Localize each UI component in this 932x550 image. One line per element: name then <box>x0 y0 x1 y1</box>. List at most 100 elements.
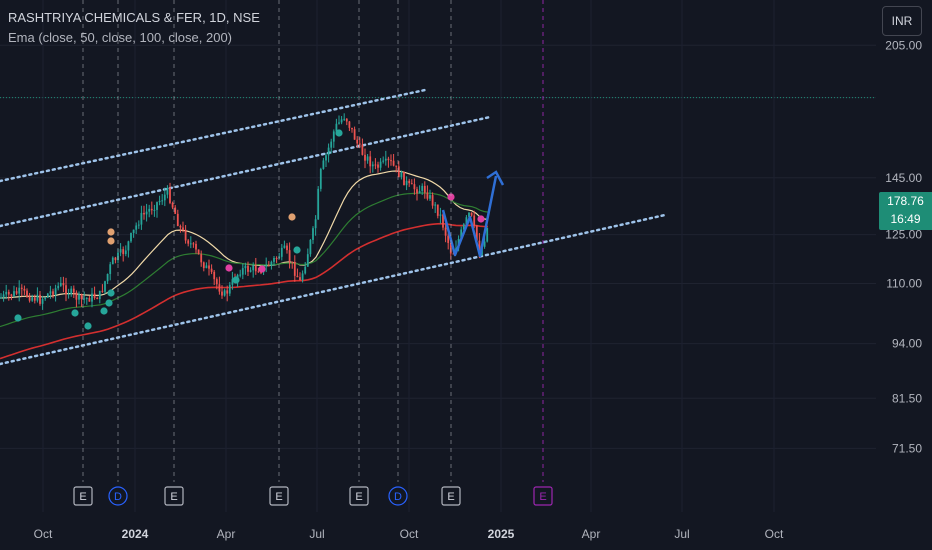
candle <box>169 182 171 205</box>
candle-body <box>80 294 83 300</box>
candle-body <box>265 265 268 267</box>
symbol-title[interactable]: RASHTRIYA CHEMICALS & FER, 1D, NSE <box>8 10 260 25</box>
earnings-marker[interactable]: E <box>73 486 93 506</box>
candle-body <box>319 168 322 189</box>
candle-body <box>70 288 73 294</box>
candle-body <box>135 225 138 230</box>
x-tick-label: Jul <box>309 527 324 541</box>
candle-body <box>374 164 377 166</box>
dividend-marker[interactable]: D <box>108 486 128 506</box>
candle <box>283 240 286 249</box>
candle-body <box>124 250 127 255</box>
channel-line[interactable] <box>0 115 492 228</box>
candle-body <box>286 245 288 251</box>
candle <box>384 150 387 166</box>
candle <box>202 261 205 272</box>
candle-body <box>325 155 327 161</box>
candle-body <box>335 123 338 132</box>
candle-body <box>348 121 351 128</box>
candle <box>327 143 330 163</box>
candle <box>403 171 405 186</box>
price-axis[interactable]: 285.00245.00205.00145.00125.00110.0094.0… <box>885 0 922 455</box>
candle <box>215 277 218 290</box>
earnings-marker[interactable]: E <box>533 486 553 506</box>
event-marker-label: E <box>447 491 454 503</box>
candle <box>397 161 400 178</box>
candle <box>353 126 356 140</box>
candle-body <box>143 212 145 215</box>
candle-body <box>465 217 468 225</box>
candle <box>473 210 476 229</box>
candle-body <box>379 161 382 168</box>
earnings-marker[interactable]: E <box>441 486 461 506</box>
x-tick-label: Apr <box>217 527 236 541</box>
candle-body <box>392 160 395 166</box>
candle <box>197 249 200 255</box>
candle <box>288 242 291 269</box>
candle <box>434 202 437 214</box>
candle <box>192 242 195 248</box>
candle <box>267 261 270 267</box>
candle <box>174 205 177 215</box>
w-pattern-drawing[interactable] <box>441 170 505 258</box>
price-channel[interactable] <box>0 88 667 366</box>
candle <box>52 288 54 299</box>
candle <box>39 290 41 306</box>
signal-dot <box>14 314 22 322</box>
candle <box>119 243 122 257</box>
candle <box>231 271 234 290</box>
candle <box>361 138 364 156</box>
candle <box>96 296 99 300</box>
candle <box>109 261 112 281</box>
candle <box>54 284 57 302</box>
candle-body <box>356 139 359 144</box>
candle-body <box>275 257 278 259</box>
earnings-marker[interactable]: E <box>269 486 289 506</box>
candle-body <box>153 209 156 211</box>
candle-body <box>382 160 385 162</box>
candle <box>213 269 216 286</box>
candle <box>377 161 379 173</box>
candle <box>408 178 411 187</box>
candle-body <box>174 207 177 214</box>
candle <box>67 288 70 299</box>
earnings-marker[interactable]: E <box>349 486 369 506</box>
last-price-value: 178.76 <box>887 194 924 208</box>
channel-line[interactable] <box>0 88 427 183</box>
candle <box>127 240 130 258</box>
candle-body <box>309 239 312 255</box>
candle-body <box>478 240 481 255</box>
candle <box>75 290 78 308</box>
y-tick-label: 81.50 <box>892 391 922 405</box>
candle-body <box>93 293 96 298</box>
candle-body <box>413 184 416 190</box>
dividend-marker[interactable]: D <box>388 486 408 506</box>
y-tick-label: 110.00 <box>886 277 922 291</box>
candle <box>309 238 312 257</box>
candle <box>366 153 369 164</box>
candle <box>23 285 26 296</box>
candle <box>364 148 366 169</box>
event-marker-label: E <box>79 491 86 503</box>
channel-line[interactable] <box>0 213 667 366</box>
time-axis[interactable]: Oct 2024 Apr Jul Oct 2025 Apr Jul Oct <box>34 527 784 541</box>
candle <box>106 273 109 285</box>
candle <box>41 295 44 310</box>
candle-body <box>221 291 223 296</box>
candle <box>249 267 252 273</box>
event-marker-label: D <box>394 491 402 503</box>
candle-body <box>408 180 411 184</box>
earnings-marker[interactable]: E <box>164 486 184 506</box>
ema-indicator-label[interactable]: Ema (close, 50, close, 100, close, 200) <box>8 30 233 45</box>
candle <box>83 291 86 304</box>
currency-button[interactable]: INR <box>882 6 922 36</box>
candle-body <box>54 288 57 295</box>
signal-dot <box>258 265 266 273</box>
candle <box>205 262 208 269</box>
candle <box>426 185 429 201</box>
candle-body <box>351 127 353 130</box>
candle-body <box>18 287 21 294</box>
candle-body <box>114 257 117 261</box>
